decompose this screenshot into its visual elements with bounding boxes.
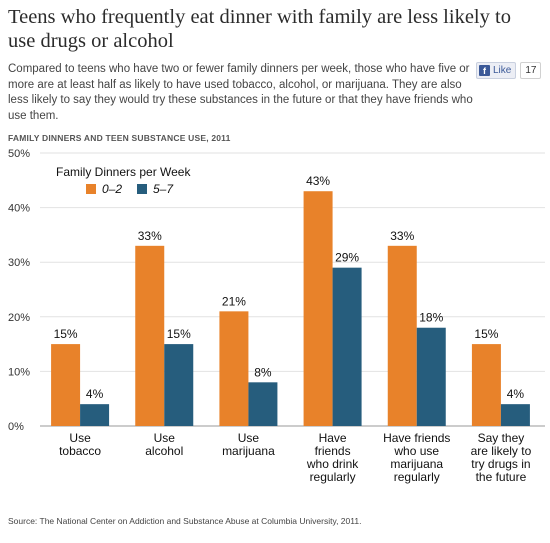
bar-chart: 0%10%20%30%40%50% 15%4%Usetobacco33%15%U… [8, 148, 545, 484]
category-label: regularly [310, 470, 356, 484]
facebook-like-button[interactable]: f Like [476, 61, 517, 79]
category-label: Use [154, 431, 176, 445]
category-label: Say they [478, 431, 525, 445]
data-label: 15% [167, 327, 191, 341]
y-tick-label: 10% [8, 366, 30, 378]
bar-series-b [80, 404, 110, 426]
category-label: who use [393, 444, 439, 458]
bar-series-a [303, 191, 333, 426]
data-label: 33% [138, 229, 162, 243]
bar-series-a [219, 311, 249, 426]
legend-swatch [86, 184, 96, 194]
data-label: 43% [306, 174, 330, 188]
bar-series-a [387, 245, 417, 426]
legend-item-label: 5–7 [153, 182, 174, 196]
data-label: 4% [86, 387, 104, 401]
category-label: alcohol [145, 444, 183, 458]
facebook-like-widget[interactable]: f Like 17 [476, 61, 542, 79]
y-tick-label: 40% [8, 203, 30, 215]
category-label: tobacco [59, 444, 101, 458]
like-count: 17 [520, 61, 542, 79]
facebook-icon: f [479, 64, 490, 76]
category-label: are likely to [471, 444, 532, 458]
y-tick-label: 50% [8, 148, 30, 160]
headline: Teens who frequently eat dinner with fam… [8, 6, 511, 52]
category-label: who drink [306, 457, 359, 471]
category-label: Have friends [383, 431, 450, 445]
bar-series-a [135, 245, 165, 426]
bar-series-b [416, 327, 446, 426]
category-label: friends [315, 444, 351, 458]
chart-title: FAMILY DINNERS AND TEEN SUBSTANCE USE, 2… [8, 133, 231, 143]
category-label: regularly [394, 470, 440, 484]
legend-title: Family Dinners per Week [56, 165, 191, 179]
bar-series-b [332, 267, 362, 426]
bar-series-b [248, 382, 278, 426]
data-label: 21% [222, 294, 246, 308]
dek-text: Compared to teens who have two or fewer … [8, 63, 473, 122]
data-label: 18% [419, 311, 443, 325]
category-label: Use [238, 431, 260, 445]
category-label: the future [476, 470, 527, 484]
y-tick-label: 20% [8, 312, 30, 324]
data-label: 4% [507, 387, 525, 401]
bar-series-b [500, 404, 530, 426]
bar-series-b [164, 344, 194, 426]
data-label: 15% [54, 327, 78, 341]
category-label: Have [319, 431, 347, 445]
category-label: marijuana [390, 457, 443, 471]
y-tick-label: 30% [8, 257, 30, 269]
category-label: Use [69, 431, 91, 445]
bar-series-a [51, 344, 81, 426]
data-label: 29% [335, 251, 359, 265]
data-label: 15% [474, 327, 498, 341]
legend-item-label: 0–2 [102, 182, 122, 196]
category-label: try drugs in [471, 457, 530, 471]
source-note: Source: The National Center on Addiction… [8, 516, 362, 526]
like-label: Like [493, 64, 512, 76]
y-tick-label: 0% [8, 421, 24, 433]
data-label: 33% [390, 229, 414, 243]
category-label: marijuana [222, 444, 275, 458]
data-label: 8% [254, 365, 272, 379]
legend-swatch [137, 184, 147, 194]
bar-series-a [471, 344, 501, 426]
